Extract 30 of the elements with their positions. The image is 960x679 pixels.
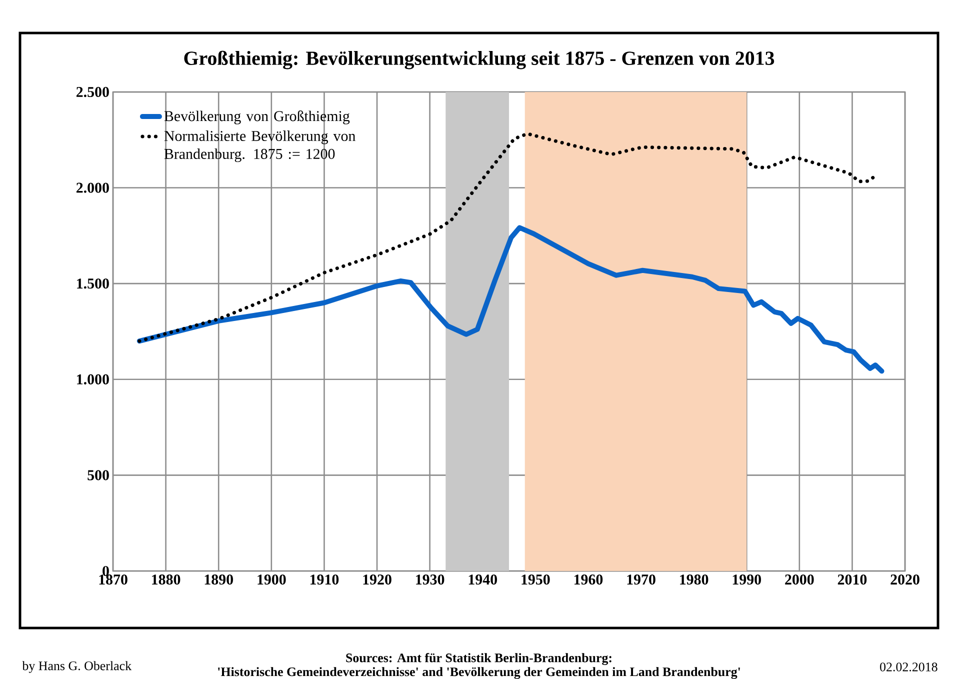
chart-title: Großthiemig: Bevölkerungsentwicklung seit 1875 - Grenzen von 2013 — [184, 50, 774, 70]
y-tick-label: 1.000 — [77, 374, 109, 384]
legend-label: Bevölkerung von Großthiemig — [164, 110, 350, 124]
x-tick-label: 1990 — [732, 574, 761, 585]
x-tick-label: 2000 — [785, 574, 814, 585]
y-tick-label: 2.000 — [76, 182, 109, 193]
y-tick-label: 1.500 — [77, 278, 109, 289]
x-tick-label: 2010 — [838, 574, 867, 585]
x-tick-label: 1890 — [204, 574, 233, 585]
text: 'Historische Gemeindeverzeichnisse' and 'Bevölkerung der Gemeinden im Land Brandenburg' — [218, 667, 740, 679]
x-tick-label: 1950 — [522, 574, 550, 585]
text: by Hans G. Oberlack — [22, 661, 132, 673]
x-tick-label: 1960 — [574, 574, 603, 585]
x-tick-label: 1920 — [363, 574, 392, 585]
legend-label: Normalisierte Bevölkerung von Brandenburg. 1875 := 1200 — [164, 130, 356, 162]
text: 02.02.2018 — [880, 662, 938, 672]
y-tick-label: 2.500 — [76, 86, 109, 98]
x-tick-label: 1880 — [152, 574, 180, 585]
x-tick-label: 1870 — [99, 574, 128, 585]
x-tick-label: 1980 — [680, 574, 708, 585]
x-tick-label: 1910 — [310, 574, 339, 585]
y-tick-label: 500 — [88, 470, 109, 480]
x-tick-label: 1970 — [627, 574, 656, 585]
x-tick-label: 2020 — [890, 574, 920, 585]
y-tick-label: 0 — [102, 566, 109, 576]
x-tick-label: 1930 — [416, 574, 444, 585]
x-tick-label: 1940 — [468, 574, 497, 585]
line-series — [138, 132, 876, 343]
x-tick-label: 1900 — [258, 574, 286, 585]
source-note: Sources: Amt für Statistik Berlin-Brandenburg: — [346, 652, 612, 665]
